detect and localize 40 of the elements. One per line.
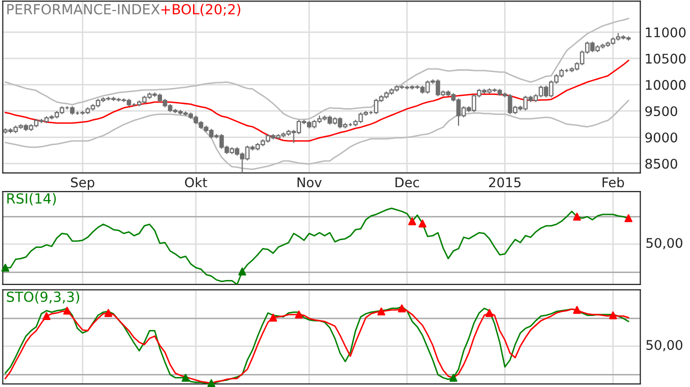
y-tick-label: 10500 bbox=[646, 54, 686, 64]
point bbox=[573, 306, 581, 314]
y-tick-label: 11000 bbox=[646, 27, 686, 38]
point bbox=[398, 304, 406, 312]
point bbox=[269, 314, 278, 322]
point bbox=[63, 306, 72, 315]
series-label: STO(9,3,3) bbox=[6, 291, 80, 304]
point bbox=[485, 309, 494, 317]
point bbox=[294, 310, 303, 318]
point bbox=[418, 220, 426, 228]
chart-title: PERFORMANCE-INDEX bbox=[7, 4, 160, 14]
text: 50,00 bbox=[646, 340, 682, 352]
x-tick-label: Nov bbox=[298, 178, 322, 188]
y-tick-label: 8500 bbox=[645, 158, 678, 169]
text: +BOL(20;2) bbox=[161, 4, 240, 16]
x-tick-label: Okt bbox=[185, 177, 208, 188]
line-series bbox=[4, 60, 630, 142]
x-tick-label: Sep bbox=[71, 177, 94, 190]
point bbox=[207, 379, 216, 387]
point bbox=[624, 214, 632, 222]
point bbox=[1, 264, 10, 272]
text: 50,00 bbox=[646, 238, 682, 250]
y-tick-label: 9000 bbox=[645, 132, 678, 142]
point bbox=[104, 309, 112, 317]
y-tick-label: 9500 bbox=[645, 106, 678, 116]
text: RSI(14) bbox=[7, 192, 56, 206]
point bbox=[42, 312, 50, 320]
point bbox=[238, 268, 246, 276]
point bbox=[449, 374, 458, 382]
line-series bbox=[4, 18, 630, 120]
point bbox=[377, 307, 386, 316]
x-tick-label: 2015 bbox=[489, 177, 521, 188]
point bbox=[408, 217, 416, 226]
point bbox=[609, 311, 617, 320]
y-tick-label: 10000 bbox=[646, 80, 686, 90]
x-tick-label: Feb bbox=[602, 177, 624, 188]
x-tick-label: Dec bbox=[396, 178, 419, 188]
point bbox=[182, 374, 190, 382]
line-series bbox=[4, 100, 630, 170]
point bbox=[573, 212, 581, 221]
